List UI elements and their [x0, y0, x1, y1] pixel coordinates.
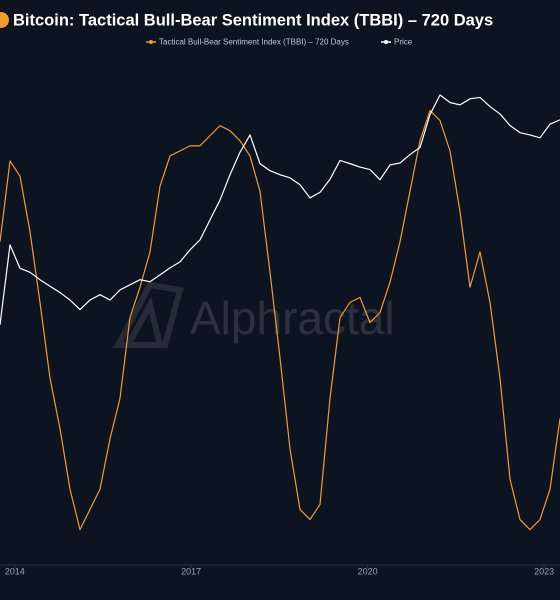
x-tick-label: 2020	[358, 566, 378, 576]
series-line	[0, 109, 560, 531]
legend-dot	[149, 40, 153, 44]
watermark: Alphractal	[190, 292, 395, 344]
chart-title: Bitcoin: Tactical Bull-Bear Sentiment In…	[13, 11, 493, 29]
x-tick-label: 2017	[181, 566, 201, 576]
watermark-logo	[113, 281, 184, 348]
series-line	[0, 94, 560, 325]
title-icon	[0, 12, 9, 28]
legend-label: Price	[394, 38, 413, 47]
x-tick-label: 2014	[5, 566, 25, 576]
legend-label: Tactical Bull-Bear Sentiment Index (TBBI…	[159, 38, 349, 47]
legend-dot	[384, 40, 388, 44]
x-tick-label: 2023	[534, 566, 554, 576]
